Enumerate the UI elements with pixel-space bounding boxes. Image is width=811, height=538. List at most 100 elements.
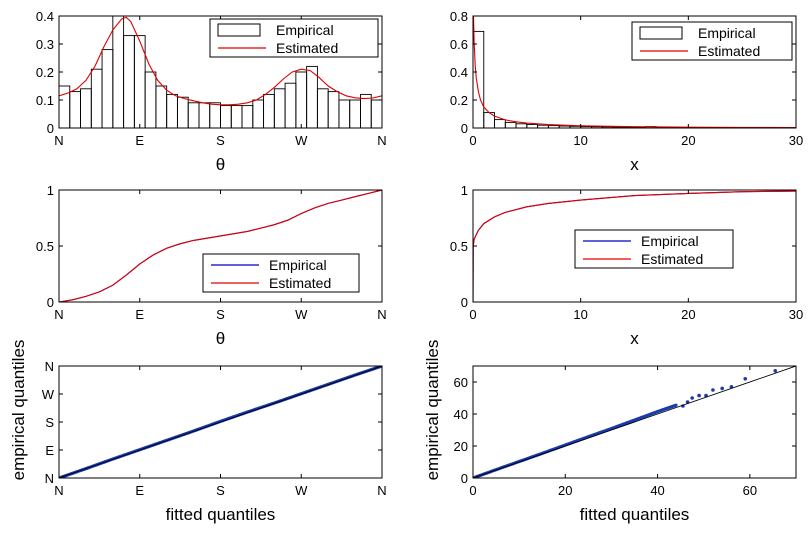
legend-label: Empirical xyxy=(269,257,327,273)
y-tick-label: 0 xyxy=(461,471,468,486)
y-tick-label: 0.1 xyxy=(36,93,54,108)
x-tick-label: N xyxy=(377,307,386,322)
plot-area xyxy=(59,16,382,128)
series-line-estimated-1 xyxy=(59,190,382,302)
legend-box xyxy=(574,229,734,269)
x-tick-label: 10 xyxy=(573,307,587,322)
x-tick-label: S xyxy=(216,307,225,322)
y-tick-label: 60 xyxy=(454,375,468,390)
x-tick-label: 10 xyxy=(573,133,587,148)
x-tick-label: N xyxy=(54,483,63,498)
chart-p4: 0 10 20 30 0 0.5 1 x Empirical Estimated xyxy=(450,183,803,348)
hist-bar xyxy=(209,102,221,128)
hist-bar xyxy=(494,119,506,128)
legend-box xyxy=(631,21,793,61)
hist-bar xyxy=(526,124,539,128)
y-tick-label: 0 xyxy=(461,121,468,136)
chart-p2: 0 10 20 30 0 0.2 0.4 0.6 0.8 x Empirical Estimated xyxy=(450,9,803,174)
x-tick-label: S xyxy=(216,483,225,498)
hist-bar xyxy=(230,105,243,128)
x-tick-label: 40 xyxy=(650,483,664,498)
hist-bar xyxy=(316,88,329,128)
x-tick-label: W xyxy=(295,307,308,322)
hist-bar xyxy=(241,105,254,128)
y-tick-label: 0.5 xyxy=(36,239,54,254)
x-axis-label: x xyxy=(630,329,639,348)
hist-bar xyxy=(504,121,517,128)
y-tick-label: 0 xyxy=(461,295,468,310)
x-axis-label: fitted quantiles xyxy=(580,505,690,524)
y-tick-label: 1 xyxy=(47,183,54,198)
legend-label: Estimated xyxy=(276,40,338,56)
legend: Empirical Estimated xyxy=(631,21,793,61)
x-tick-label: W xyxy=(295,483,308,498)
hist-bar xyxy=(360,93,372,128)
hist-bar xyxy=(101,49,114,128)
hist-bar xyxy=(144,71,157,128)
hist-bar xyxy=(176,96,189,128)
hist-bar xyxy=(166,93,178,128)
qq-point xyxy=(773,369,778,373)
legend-label: Empirical xyxy=(698,25,756,41)
hist-bar xyxy=(263,93,275,128)
series-line-estimated-1 xyxy=(473,190,796,302)
x-tick-label: 30 xyxy=(789,307,803,322)
x-tick-label: 20 xyxy=(681,307,695,322)
y-axis-label: empirical quantiles xyxy=(423,340,442,481)
x-tick-label: N xyxy=(377,483,386,498)
hist-bar xyxy=(198,102,211,128)
hist-bar xyxy=(187,102,200,128)
hist-bar xyxy=(327,91,340,128)
y-tick-label: 20 xyxy=(454,439,468,454)
legend-label: Empirical xyxy=(276,22,334,38)
x-tick-label: N xyxy=(54,133,63,148)
hist-bar xyxy=(295,71,308,128)
x-tick-label: W xyxy=(295,133,308,148)
legend-box xyxy=(202,253,360,293)
y-tick-label: 0.4 xyxy=(450,65,468,80)
legend-swatch-bar xyxy=(217,23,261,37)
legend: Empirical Estimated xyxy=(209,18,379,58)
y-axis-label: empirical quantiles xyxy=(9,340,28,481)
hist-bar xyxy=(515,123,528,128)
hist-bar xyxy=(155,85,168,128)
hist-bar xyxy=(112,16,125,128)
y-tick-label: N xyxy=(45,471,54,486)
legend-label: Estimated xyxy=(698,43,760,59)
hist-bar xyxy=(80,88,92,128)
x-tick-label: 60 xyxy=(743,483,757,498)
chart-p6: 0 20 40 60 0 20 40 60 fitted quantiles empirical … xyxy=(423,340,797,524)
x-axis-label: fitted quantiles xyxy=(166,505,276,524)
hist-bar xyxy=(338,99,351,128)
plot-area xyxy=(473,366,796,478)
qq-point xyxy=(743,377,748,381)
plot-area xyxy=(59,366,382,478)
y-tick-label: 40 xyxy=(454,407,468,422)
y-tick-label: 0.2 xyxy=(36,65,54,80)
reference-line xyxy=(473,366,796,478)
legend-label: Empirical xyxy=(641,233,699,249)
x-tick-label: N xyxy=(54,307,63,322)
x-tick-label: 0 xyxy=(469,483,476,498)
qq-point xyxy=(690,396,694,400)
y-tick-label: 0 xyxy=(47,121,54,136)
plot-area xyxy=(473,190,796,302)
x-tick-label: E xyxy=(135,307,144,322)
x-tick-label: 0 xyxy=(469,133,476,148)
hist-bar xyxy=(284,82,297,128)
series-line-estimated-1 xyxy=(59,16,382,106)
y-tick-label: 0.5 xyxy=(450,239,468,254)
x-tick-label: N xyxy=(377,133,386,148)
x-tick-label: 20 xyxy=(558,483,572,498)
y-tick-label: 0.8 xyxy=(450,9,468,24)
hist-bar xyxy=(59,85,71,128)
axes-box xyxy=(472,365,797,479)
y-tick-label: 0.4 xyxy=(36,9,54,24)
y-tick-label: E xyxy=(45,443,54,458)
x-tick-label: E xyxy=(135,133,144,148)
x-axis-label: x xyxy=(630,155,639,174)
qq-point xyxy=(711,388,715,392)
